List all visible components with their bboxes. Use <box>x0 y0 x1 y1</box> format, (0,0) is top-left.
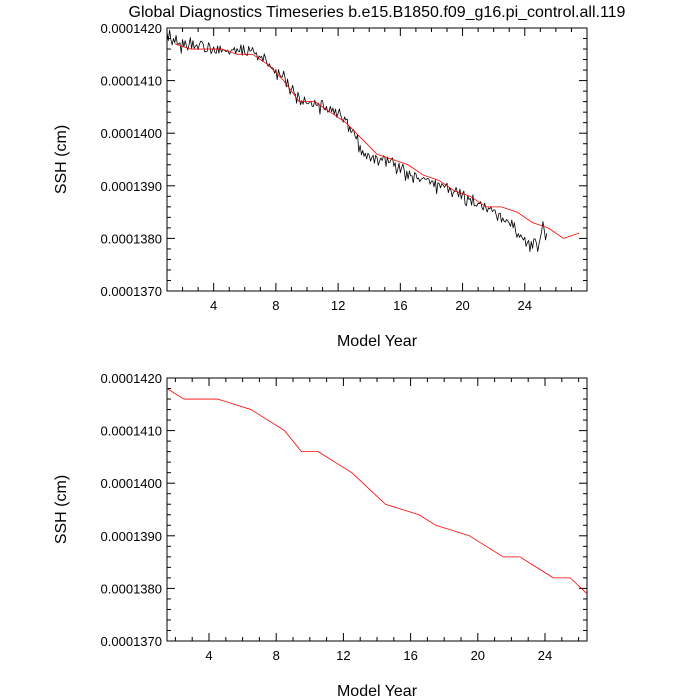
series-line-annual-mean <box>174 43 580 239</box>
y-axis-label: SSH (cm) <box>53 475 70 544</box>
series-line-monthly <box>167 29 548 252</box>
x-tick-label: 20 <box>455 298 469 313</box>
plot-frame <box>166 377 588 642</box>
x-tick-label: 16 <box>393 298 407 313</box>
x-axis-label: Model Year <box>337 683 418 700</box>
y-tick-label: 0.0001390 <box>101 529 162 544</box>
chart-title: Global Diagnostics Timeseries b.e15.B185… <box>129 4 626 21</box>
bottom-panel: 4 8 12 16 20 24 0.0001370 0.0001380 0.0001390 0.0… <box>53 371 588 700</box>
x-tick-label: 4 <box>210 298 217 313</box>
x-tick-label: 4 <box>205 648 212 663</box>
y-tick-label: 0.0001420 <box>101 21 162 36</box>
y-tick-label: 0.0001380 <box>101 581 162 596</box>
x-tick-label: 8 <box>273 648 280 663</box>
y-tick-label: 0.0001380 <box>101 231 162 246</box>
y-tick-label: 0.0001400 <box>101 126 162 141</box>
x-tick-label: 12 <box>331 298 345 313</box>
y-tick-label: 0.0001400 <box>101 476 162 491</box>
y-tick-label: 0.0001370 <box>101 634 162 649</box>
x-tick-label: 24 <box>538 648 552 663</box>
series-line-annual-mean <box>167 388 587 594</box>
y-tick-label: 0.0001420 <box>101 371 162 386</box>
top-panel: 4 8 12 16 20 24 0.0001370 0.0001380 0.0001390 0.0… <box>53 21 588 350</box>
x-axis-label: Model Year <box>337 333 418 350</box>
y-tick-label: 0.0001410 <box>101 424 162 439</box>
plot-frame <box>166 27 588 292</box>
x-tick-label: 12 <box>336 648 350 663</box>
x-tick-label: 24 <box>518 298 532 313</box>
y-tick-label: 0.0001410 <box>101 74 162 89</box>
y-tick-label: 0.0001390 <box>101 179 162 194</box>
y-tick-label: 0.0001370 <box>101 284 162 299</box>
y-axis-label: SSH (cm) <box>53 125 70 194</box>
x-tick-label: 16 <box>403 648 417 663</box>
x-tick-label: 8 <box>272 298 279 313</box>
x-tick-label: 20 <box>471 648 485 663</box>
